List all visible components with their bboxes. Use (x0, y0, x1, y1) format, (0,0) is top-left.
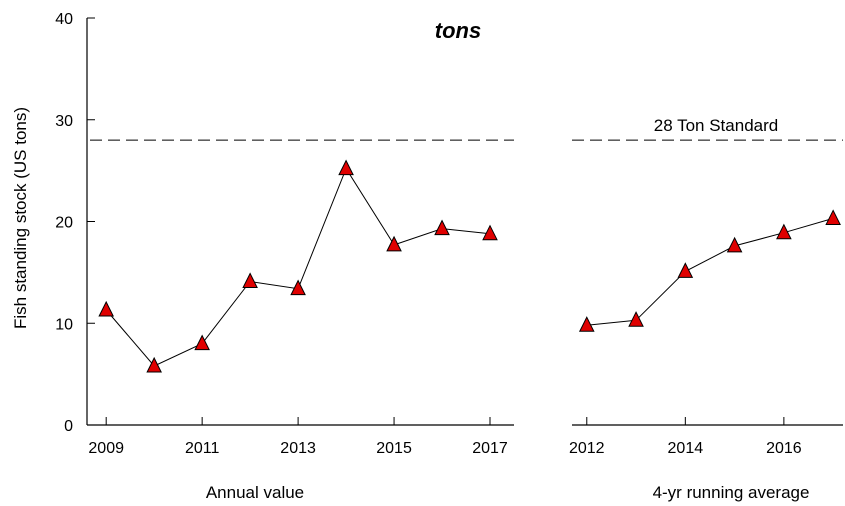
running-average-data-point (628, 311, 644, 327)
y-tick-label: 10 (55, 316, 73, 333)
running-average-data-point (578, 316, 595, 332)
annual-x-ticks: 2009 2011 2013 2015 2017 (88, 417, 508, 457)
annual-data-point (290, 279, 306, 296)
annual-data-point (386, 235, 402, 252)
running-average-data-point (776, 223, 792, 240)
annual-x-axis-label: Annual value (206, 483, 304, 502)
annual-data-point (146, 356, 162, 373)
x-tick-label: 2012 (569, 440, 605, 457)
running-average-x-ticks: 2012 2014 2016 (569, 417, 802, 457)
y-tick-label: 30 (55, 113, 73, 130)
annual-series-line (105, 167, 491, 367)
annual-series-points (98, 159, 498, 373)
running-average-series-line (586, 217, 834, 326)
annual-data-point (338, 159, 354, 176)
x-tick-label: 2013 (280, 440, 316, 457)
annual-data-point (98, 300, 115, 317)
y-tick-label: 0 (64, 418, 73, 435)
standard-line-label: 28 Ton Standard (654, 116, 778, 135)
chart-title: tons (435, 18, 481, 43)
y-tick-label: 20 (55, 215, 73, 232)
x-tick-label: 2009 (88, 440, 124, 457)
running-average-data-point (825, 209, 841, 225)
annual-data-point (434, 219, 450, 236)
running-average-x-axis-label: 4-yr running average (653, 483, 810, 502)
running-average-data-point (677, 262, 694, 278)
x-tick-label: 2014 (668, 440, 704, 457)
x-tick-label: 2015 (376, 440, 412, 457)
annual-data-point (194, 334, 210, 351)
annual-panel: 0 10 20 30 40 2009 2011 2013 2015 2017 Annual va… (55, 11, 514, 502)
x-tick-label: 2017 (472, 440, 508, 457)
y-axis-label: Fish standing stock (US tons) (11, 107, 30, 329)
running-average-data-point (726, 236, 743, 253)
x-tick-label: 2011 (185, 440, 220, 457)
annual-data-point (482, 224, 498, 241)
annual-data-point (242, 272, 258, 289)
running-average-panel: 2012 2014 2016 28 Ton Standard 4-yr runnin… (569, 116, 843, 502)
running-average-series-points (578, 209, 841, 332)
x-tick-label: 2016 (766, 440, 802, 457)
y-tick-label: 40 (55, 11, 73, 28)
annual-y-ticks: 0 10 20 30 40 (55, 11, 95, 435)
